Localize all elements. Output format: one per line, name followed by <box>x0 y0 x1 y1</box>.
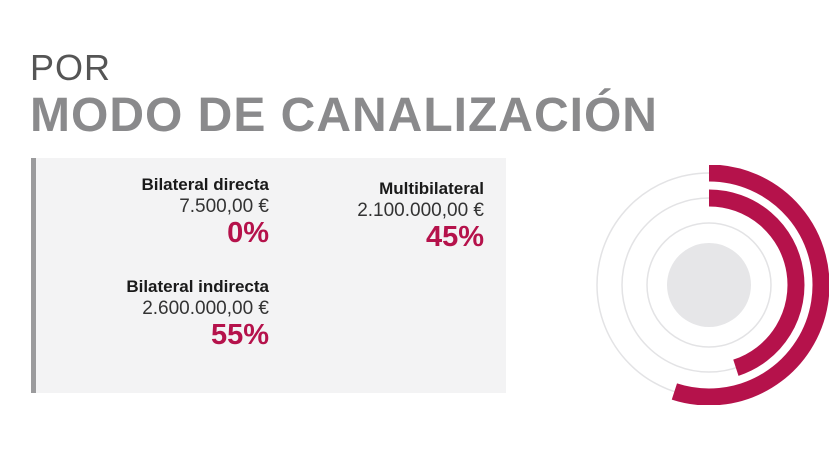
legend-item-multibilateral: Multibilateral 2.100.000,00 € 45% <box>357 179 484 253</box>
legend-label: Bilateral directa <box>141 175 269 194</box>
arc-multibilateral <box>708 189 805 376</box>
page-title: MODO DE CANALIZACIÓN <box>30 89 658 142</box>
legend-amount: 2.100.000,00 € <box>357 199 484 221</box>
legend-item-bilateral-directa: Bilateral directa 7.500,00 € 0% <box>141 175 269 249</box>
legend-amount: 7.500,00 € <box>179 195 269 217</box>
page-title-small: POR <box>30 47 112 88</box>
radial-bar-chart <box>596 165 829 405</box>
legend-label: Bilateral indirecta <box>126 277 269 296</box>
legend-item-bilateral-indirecta: Bilateral indirecta 2.600.000,00 € 55% <box>126 277 269 351</box>
center-disc <box>667 243 751 327</box>
legend-panel: Bilateral directa 7.500,00 € 0% Multibil… <box>31 158 506 393</box>
legend-percent: 0% <box>227 216 269 249</box>
arc-bilateral-indirecta <box>671 165 829 405</box>
legend-amount: 2.600.000,00 € <box>142 297 269 319</box>
ring-track-inner <box>646 222 772 348</box>
legend-percent: 45% <box>425 220 484 253</box>
legend-percent: 55% <box>210 318 269 351</box>
legend-label: Multibilateral <box>379 179 484 198</box>
